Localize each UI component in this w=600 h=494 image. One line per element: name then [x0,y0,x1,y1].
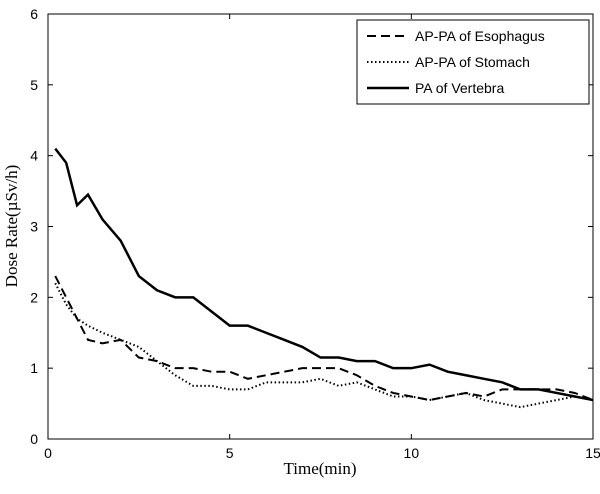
y-tick-label: 6 [30,6,38,22]
y-tick-label: 4 [30,148,38,164]
series-line [54,147,594,402]
legend-label: AP-PA of Esophagus [415,28,545,44]
legend-label: PA of Vertebra [415,80,504,96]
x-tick-label: 10 [404,445,420,461]
y-tick-label: 1 [30,360,38,376]
x-tick-label: 15 [585,445,600,461]
y-tick-label: 5 [30,77,38,93]
y-tick-label: 3 [30,219,38,235]
y-axis-label: Dose Rate(µSv/h) [2,165,21,288]
x-tick-label: 0 [44,445,52,461]
y-tick-label: 2 [30,289,38,305]
x-tick-label: 5 [226,445,234,461]
y-tick-label: 0 [30,431,38,447]
legend-label: AP-PA of Stomach [415,54,530,70]
series-line [54,282,594,409]
x-axis-label: Time(min) [283,459,356,478]
